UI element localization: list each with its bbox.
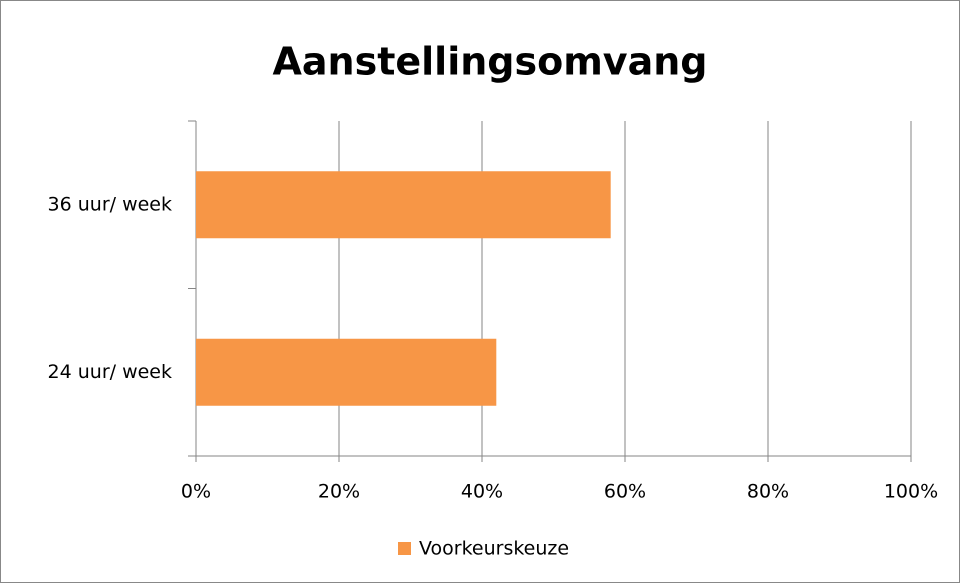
bar bbox=[196, 338, 497, 406]
y-tick-label: 24 uur/ week bbox=[48, 361, 172, 383]
x-tick-label: 0% bbox=[181, 481, 211, 503]
chart-title: Aanstellingsomvang bbox=[273, 40, 708, 84]
x-tick-label: 20% bbox=[318, 481, 360, 503]
x-tick-label: 40% bbox=[461, 481, 503, 503]
x-tick-label: 100% bbox=[884, 481, 938, 503]
bar bbox=[196, 171, 611, 239]
x-tick-label: 60% bbox=[604, 481, 646, 503]
legend-label: Voorkeurskeuze bbox=[419, 538, 569, 560]
y-tick-label: 36 uur/ week bbox=[48, 193, 172, 215]
legend-swatch bbox=[398, 542, 411, 555]
x-tick-label: 80% bbox=[747, 481, 789, 503]
